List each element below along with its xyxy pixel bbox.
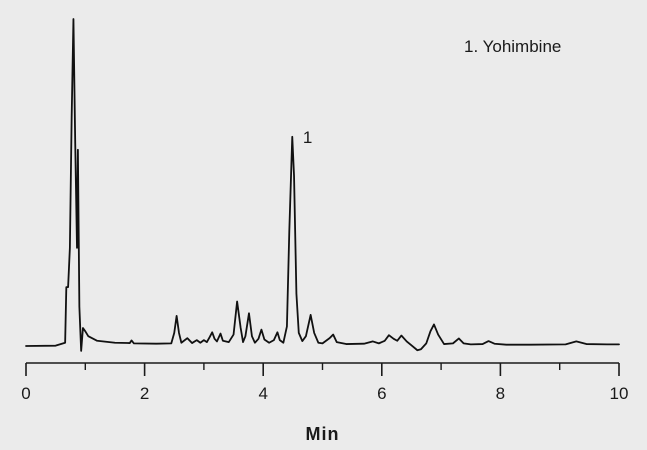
x-axis-ticks: [25, 363, 620, 376]
legend-entry: 1. Yohimbine: [464, 37, 561, 56]
x-tick-label-4: 4: [258, 384, 267, 403]
chromatogram-trace-0: [25, 18, 620, 352]
x-axis-title: Min: [306, 424, 340, 444]
peak-label-1: 1: [303, 128, 312, 147]
x-tick-label-2: 2: [140, 384, 149, 403]
plot-area: [25, 18, 620, 352]
x-axis-tick-labels: 0 2 4 6 8 10: [21, 384, 628, 403]
x-tick-label-0: 0: [21, 384, 30, 403]
x-tick-label-10: 10: [610, 384, 629, 403]
peak-annotations: 1: [303, 128, 312, 147]
x-axis-minor-ticks: [84, 363, 561, 370]
x-tick-label-6: 6: [377, 384, 386, 403]
x-tick-label-8: 8: [496, 384, 505, 403]
